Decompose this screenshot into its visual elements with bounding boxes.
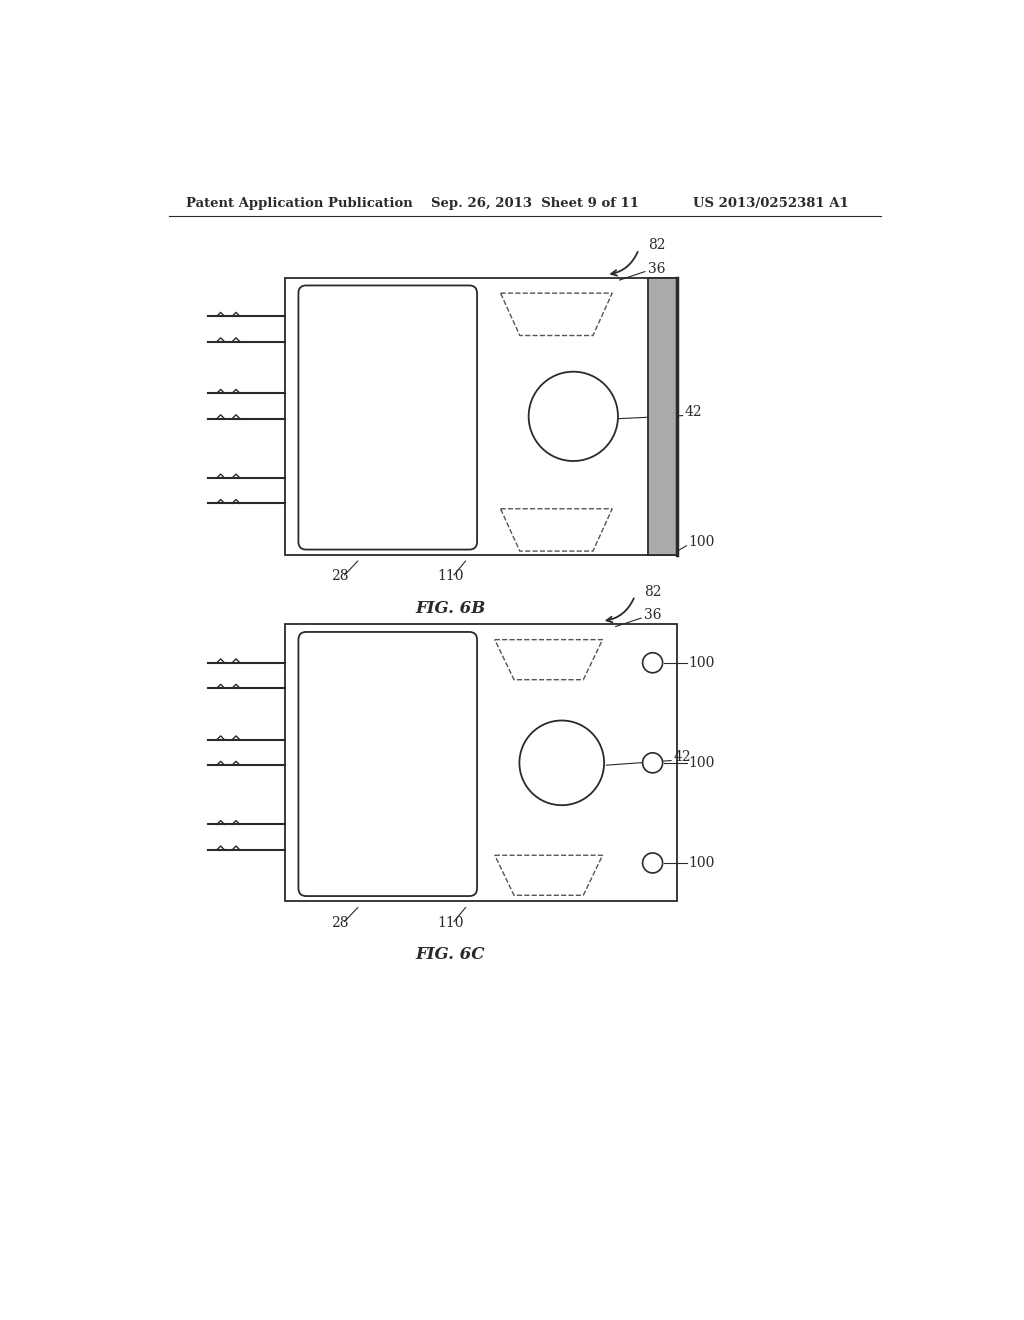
Text: 100: 100 bbox=[689, 656, 715, 669]
Text: FIG. 6C: FIG. 6C bbox=[416, 946, 484, 964]
Text: 28: 28 bbox=[331, 569, 349, 583]
Text: 110: 110 bbox=[437, 569, 463, 583]
Text: 82: 82 bbox=[644, 585, 662, 599]
FancyBboxPatch shape bbox=[298, 285, 477, 549]
Circle shape bbox=[528, 372, 617, 461]
Bar bbox=[285, 277, 677, 554]
Text: Sep. 26, 2013  Sheet 9 of 11: Sep. 26, 2013 Sheet 9 of 11 bbox=[431, 197, 639, 210]
Text: 42: 42 bbox=[685, 405, 702, 420]
Text: 100: 100 bbox=[689, 535, 715, 549]
Text: US 2013/0252381 A1: US 2013/0252381 A1 bbox=[692, 197, 849, 210]
FancyBboxPatch shape bbox=[298, 632, 477, 896]
Text: Patent Application Publication: Patent Application Publication bbox=[186, 197, 413, 210]
Bar bbox=[648, 277, 677, 554]
Text: FIG. 6B: FIG. 6B bbox=[415, 599, 485, 616]
Text: 36: 36 bbox=[644, 609, 662, 622]
Circle shape bbox=[643, 653, 663, 673]
Text: 42: 42 bbox=[674, 751, 691, 764]
Text: 100: 100 bbox=[689, 756, 715, 770]
Text: 36: 36 bbox=[648, 261, 666, 276]
Circle shape bbox=[643, 752, 663, 774]
Text: 28: 28 bbox=[331, 916, 349, 929]
Circle shape bbox=[643, 853, 663, 873]
Text: 100: 100 bbox=[689, 855, 715, 870]
Text: 82: 82 bbox=[648, 239, 666, 252]
Bar bbox=[285, 624, 677, 902]
Text: 110: 110 bbox=[437, 916, 463, 929]
Circle shape bbox=[519, 721, 604, 805]
